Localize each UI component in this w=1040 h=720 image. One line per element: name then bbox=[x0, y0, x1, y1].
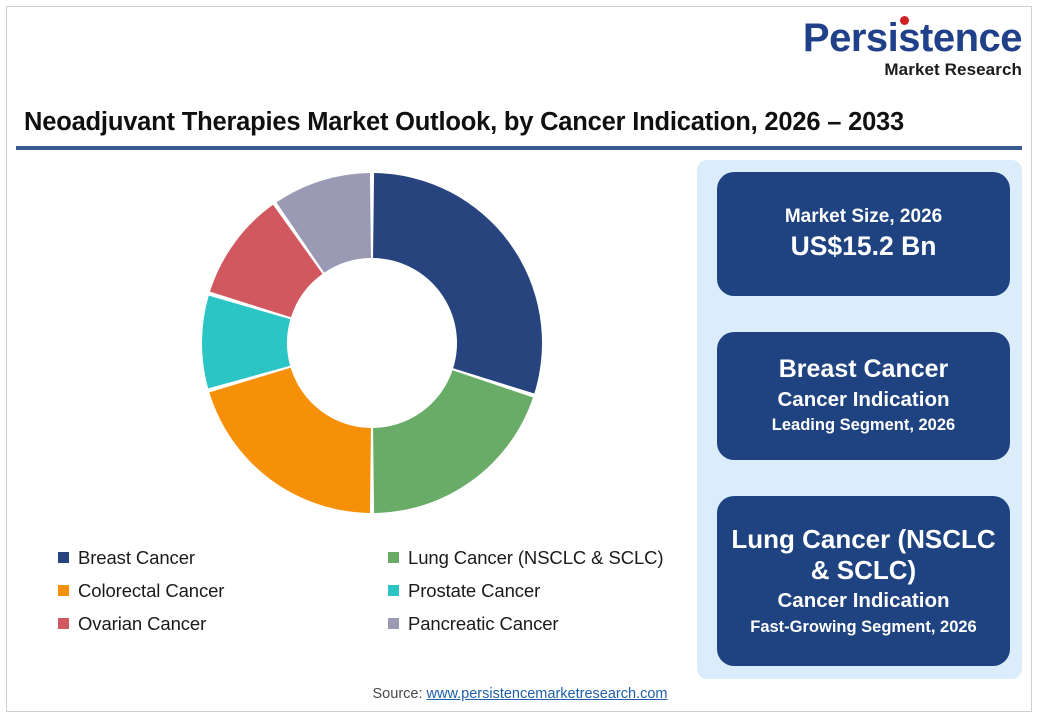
legend-swatch-icon bbox=[58, 585, 69, 596]
donut-slice[interactable] bbox=[276, 173, 371, 273]
legend-item[interactable]: Prostate Cancer bbox=[388, 580, 688, 602]
legend-label: Colorectal Cancer bbox=[78, 579, 225, 601]
chart-area bbox=[16, 160, 686, 540]
source-label: Source: bbox=[372, 686, 427, 702]
leading-segment-name: Breast Cancer bbox=[778, 355, 949, 384]
logo-accent-dot-icon bbox=[899, 16, 909, 25]
donut-slice[interactable] bbox=[209, 367, 371, 513]
legend-label: Prostate Cancer bbox=[408, 579, 541, 601]
title-underline-rule bbox=[16, 146, 1022, 150]
page-border bbox=[6, 6, 1032, 712]
donut-chart-svg bbox=[201, 173, 542, 513]
donut-slice[interactable] bbox=[201, 295, 291, 389]
source-link[interactable]: www.persistencemarketresearch.com bbox=[426, 686, 668, 702]
chart-legend: Breast Cancer Lung Cancer (NSCLC & SCLC) C… bbox=[58, 541, 688, 640]
legend-label: Ovarian Cancer bbox=[78, 612, 207, 634]
donut-slice[interactable] bbox=[373, 370, 534, 513]
fast-growing-segment-card: Lung Cancer (NSCLC & SCLC) Cancer Indica… bbox=[717, 496, 1010, 666]
highlights-panel: Market Size, 2026 US$15.2 Bn Breast Canc… bbox=[697, 160, 1022, 679]
legend-swatch-icon bbox=[58, 552, 69, 563]
donut-slice[interactable] bbox=[373, 173, 542, 394]
leading-segment-card: Breast Cancer Cancer Indication Leading … bbox=[717, 332, 1010, 460]
legend-item[interactable]: Colorectal Cancer bbox=[58, 580, 388, 602]
market-size-value: US$15.2 Bn bbox=[790, 230, 937, 261]
legend-swatch-icon bbox=[58, 618, 69, 629]
legend-label: Lung Cancer (NSCLC & SCLC) bbox=[408, 546, 664, 568]
legend-item[interactable]: Breast Cancer bbox=[58, 547, 388, 569]
legend-item[interactable]: Lung Cancer (NSCLC & SCLC) bbox=[388, 547, 688, 569]
market-size-card: Market Size, 2026 US$15.2 Bn bbox=[717, 172, 1010, 296]
market-size-label: Market Size, 2026 bbox=[784, 205, 943, 227]
legend-swatch-icon bbox=[388, 618, 399, 629]
legend-label: Pancreatic Cancer bbox=[408, 612, 559, 634]
company-logo: Persistence Market Research bbox=[802, 16, 1023, 79]
legend-swatch-icon bbox=[388, 585, 399, 596]
donut-slice[interactable] bbox=[209, 204, 323, 318]
leading-segment-note: Leading Segment, 2026 bbox=[771, 416, 956, 435]
fast-growing-segment-note: Fast-Growing Segment, 2026 bbox=[750, 617, 977, 636]
source-footer: Source: www.persistencemarketresearch.co… bbox=[0, 686, 1040, 702]
chart-title: Neoadjuvant Therapies Market Outlook, by… bbox=[24, 108, 905, 136]
legend-label: Breast Cancer bbox=[78, 546, 195, 568]
fast-growing-segment-dimension: Cancer Indication bbox=[777, 589, 950, 613]
legend-swatch-icon bbox=[388, 552, 399, 563]
leading-segment-dimension: Cancer Indication bbox=[777, 387, 950, 411]
logo-tagline-text: Market Research bbox=[884, 60, 1022, 79]
logo-brand-text: Persistence bbox=[802, 16, 1023, 60]
fast-growing-segment-name: Lung Cancer (NSCLC & SCLC) bbox=[731, 523, 996, 585]
donut-chart bbox=[200, 171, 544, 515]
legend-item[interactable]: Pancreatic Cancer bbox=[388, 613, 688, 635]
legend-item[interactable]: Ovarian Cancer bbox=[58, 613, 388, 635]
